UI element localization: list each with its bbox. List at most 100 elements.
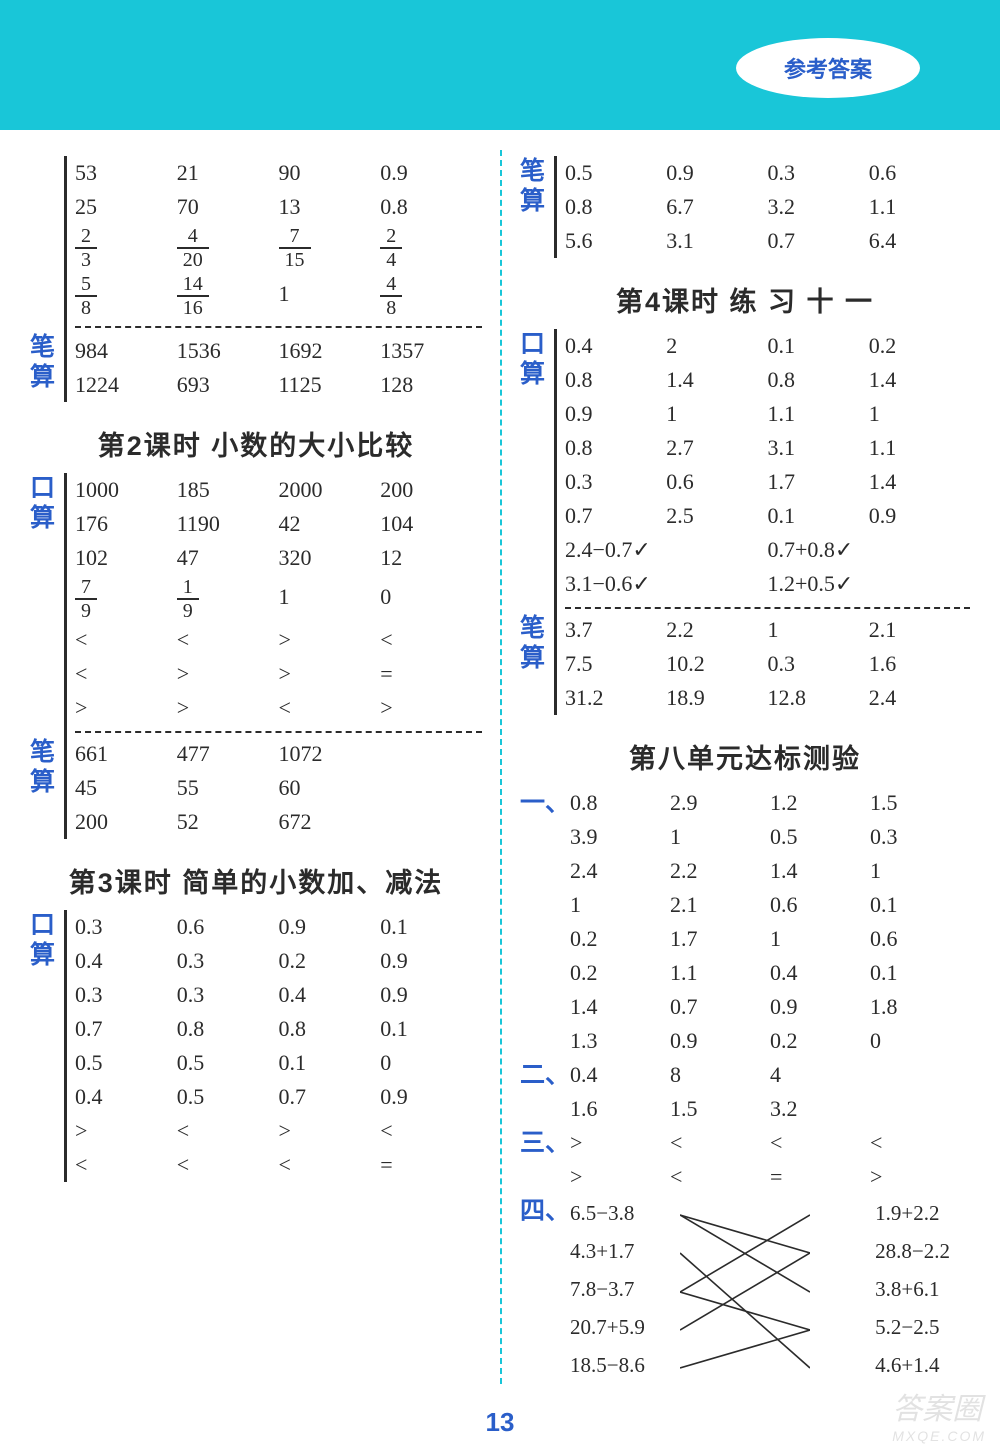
sec4-kou: 口 算 0.420.10.20.81.40.81.40.911.110.82.7…: [520, 329, 970, 615]
cell: 104: [380, 507, 482, 541]
label: 笔 算: [30, 156, 64, 402]
cell: 0.6: [869, 156, 970, 190]
cell: 0.1: [768, 329, 869, 363]
cell: 0.2: [279, 944, 381, 978]
grid: 5321900.92570130.8 2342071524581416148 9…: [64, 156, 482, 402]
cell: >: [870, 1160, 970, 1194]
cell: 0.7: [670, 990, 770, 1024]
label: 笔 算: [520, 156, 554, 258]
cell: [380, 737, 482, 771]
sec4-bi: 笔 算 3.72.212.17.510.20.31.631.218.912.82…: [520, 613, 970, 715]
cell: 12: [380, 541, 482, 575]
cell: 0.5: [177, 1046, 279, 1080]
cell: 0.2: [570, 922, 670, 956]
expr: 18.5−8.6: [570, 1346, 645, 1384]
cell: 2.1: [869, 613, 970, 647]
cell: <: [670, 1160, 770, 1194]
cell: 23: [75, 224, 177, 272]
cell: 2.5: [666, 499, 767, 533]
cell: 3.1−0.6: [565, 567, 768, 601]
cell: 2.2: [670, 854, 770, 888]
expr: 6.5−3.8: [570, 1194, 645, 1232]
cell: 0.9: [380, 944, 482, 978]
cell: 0.7: [768, 224, 869, 258]
cell: 0.4: [565, 329, 666, 363]
cell: 0.9: [869, 499, 970, 533]
cell: 70: [177, 190, 279, 224]
cell: 1.6: [570, 1092, 670, 1126]
cell: 693: [177, 368, 279, 402]
question-label: [520, 854, 570, 888]
cell: >: [177, 691, 279, 725]
header-badge: 参考答案: [736, 38, 920, 98]
cell: 1.4: [869, 465, 970, 499]
cell: 128: [380, 368, 482, 402]
cell: >: [279, 1114, 381, 1148]
cell: 8: [670, 1058, 770, 1092]
cell: 18.9: [666, 681, 767, 715]
label: 口 算: [30, 473, 64, 739]
cell: 420: [177, 224, 279, 272]
cell: 0.3: [565, 465, 666, 499]
cell: 200: [75, 805, 177, 839]
section-title: 第3课时 简单的小数加、减法: [30, 861, 482, 900]
cell: 0.2: [770, 1024, 870, 1058]
label: 笔 算: [30, 737, 64, 839]
cell: 1: [768, 613, 869, 647]
cell: 1: [279, 272, 381, 320]
cell: 0.7: [565, 499, 666, 533]
cell: 1190: [177, 507, 279, 541]
cell: =: [380, 657, 482, 691]
cell: <: [177, 623, 279, 657]
watermark: 答案圈 MXQE.COM: [892, 1384, 986, 1444]
cell: 0.6: [770, 888, 870, 922]
cell: 3.1: [768, 431, 869, 465]
section-title: 第4课时 练 习 十 一: [520, 280, 970, 319]
cell: 5.6: [565, 224, 666, 258]
cell: 0.4: [75, 1080, 177, 1114]
cell: 12.8: [768, 681, 869, 715]
top-block: 笔 算 5321900.92570130.8 23420715245814161…: [30, 156, 482, 402]
cell: 0.8: [565, 190, 666, 224]
cell: <: [177, 1148, 279, 1182]
cell: 0: [380, 575, 482, 623]
cell: 200: [380, 473, 482, 507]
cell: 7.5: [565, 647, 666, 681]
cell: 10.2: [666, 647, 767, 681]
cell: 1416: [177, 272, 279, 320]
cell: 0.3: [177, 944, 279, 978]
cell: 672: [279, 805, 381, 839]
cell: 31.2: [565, 681, 666, 715]
cell: 715: [279, 224, 381, 272]
cell: 2.1: [670, 888, 770, 922]
cell: 1.4: [770, 854, 870, 888]
cell: 0.8: [768, 363, 869, 397]
cell: 0.3: [870, 820, 970, 854]
question-label: 三、: [520, 1126, 570, 1160]
cell: <: [177, 1114, 279, 1148]
cell: 0.8: [177, 1012, 279, 1046]
cell: 1: [770, 922, 870, 956]
cell: 984: [75, 334, 177, 368]
cell: 1224: [75, 368, 177, 402]
cell: >: [75, 691, 177, 725]
cell: 53: [75, 156, 177, 190]
cell: 1.1: [768, 397, 869, 431]
cell: 55: [177, 771, 279, 805]
cell: >: [380, 691, 482, 725]
cell: 1.5: [670, 1092, 770, 1126]
sec2-kou: 口 算 100018520002001761190421041024732012…: [30, 473, 482, 739]
cell: 60: [279, 771, 381, 805]
cell: 0.8: [565, 363, 666, 397]
question-label: [520, 888, 570, 922]
cell: <: [75, 623, 177, 657]
top-bi: 笔 算 0.50.90.30.60.86.73.21.15.63.10.76.4: [520, 156, 970, 258]
cell: 102: [75, 541, 177, 575]
section-title: 第2课时 小数的大小比较: [30, 424, 482, 463]
cell: 185: [177, 473, 279, 507]
cell: 6.7: [666, 190, 767, 224]
label: 笔 算: [520, 613, 554, 715]
expr: 4.3+1.7: [570, 1232, 645, 1270]
cell: <: [770, 1126, 870, 1160]
page-number: 13: [0, 1407, 1000, 1438]
